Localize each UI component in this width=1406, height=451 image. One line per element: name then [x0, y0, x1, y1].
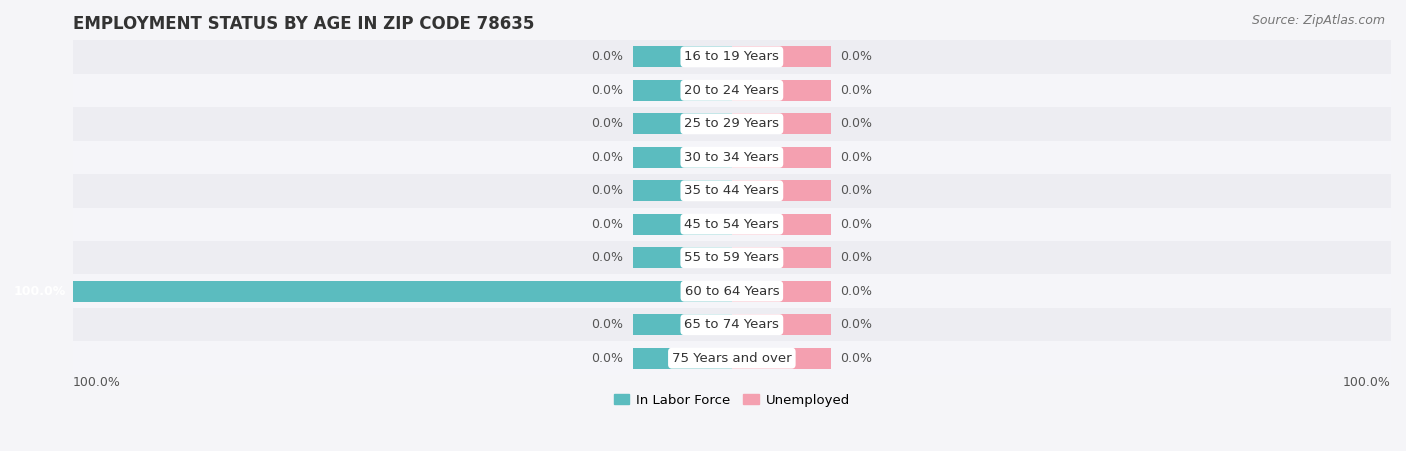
- Text: 0.0%: 0.0%: [591, 84, 623, 97]
- Bar: [73, 207, 1391, 241]
- Bar: [733, 281, 831, 302]
- Legend: In Labor Force, Unemployed: In Labor Force, Unemployed: [609, 388, 855, 412]
- Text: 0.0%: 0.0%: [841, 352, 873, 365]
- Bar: [733, 247, 831, 268]
- Text: 0.0%: 0.0%: [591, 218, 623, 231]
- Text: 0.0%: 0.0%: [841, 84, 873, 97]
- Bar: [73, 40, 1391, 74]
- Bar: [73, 74, 1391, 107]
- Text: 0.0%: 0.0%: [591, 251, 623, 264]
- Bar: [73, 341, 1391, 375]
- Bar: [733, 314, 831, 335]
- Text: 0.0%: 0.0%: [841, 151, 873, 164]
- Bar: [733, 180, 831, 201]
- Bar: [633, 80, 733, 101]
- Text: 30 to 34 Years: 30 to 34 Years: [685, 151, 779, 164]
- Text: 0.0%: 0.0%: [841, 318, 873, 331]
- Text: 0.0%: 0.0%: [591, 318, 623, 331]
- Bar: [633, 314, 733, 335]
- Text: 65 to 74 Years: 65 to 74 Years: [685, 318, 779, 331]
- Text: 100.0%: 100.0%: [14, 285, 66, 298]
- Text: 0.0%: 0.0%: [841, 285, 873, 298]
- Bar: [733, 114, 831, 134]
- Bar: [733, 348, 831, 368]
- Bar: [73, 107, 1391, 141]
- Bar: [633, 180, 733, 201]
- Text: 0.0%: 0.0%: [841, 184, 873, 197]
- Bar: [733, 46, 831, 67]
- Text: 0.0%: 0.0%: [841, 218, 873, 231]
- Bar: [73, 308, 1391, 341]
- Bar: [733, 80, 831, 101]
- Text: 0.0%: 0.0%: [591, 51, 623, 63]
- Bar: [73, 174, 1391, 207]
- Text: 75 Years and over: 75 Years and over: [672, 352, 792, 365]
- Text: EMPLOYMENT STATUS BY AGE IN ZIP CODE 78635: EMPLOYMENT STATUS BY AGE IN ZIP CODE 786…: [73, 15, 534, 33]
- Text: 60 to 64 Years: 60 to 64 Years: [685, 285, 779, 298]
- Text: 0.0%: 0.0%: [591, 151, 623, 164]
- Bar: [633, 114, 733, 134]
- Text: 0.0%: 0.0%: [841, 251, 873, 264]
- Text: 35 to 44 Years: 35 to 44 Years: [685, 184, 779, 197]
- Bar: [633, 214, 733, 235]
- Text: 0.0%: 0.0%: [841, 117, 873, 130]
- Bar: [73, 281, 733, 302]
- Text: 100.0%: 100.0%: [73, 376, 121, 389]
- Bar: [633, 147, 733, 168]
- Text: 0.0%: 0.0%: [591, 352, 623, 365]
- Text: 25 to 29 Years: 25 to 29 Years: [685, 117, 779, 130]
- Text: 45 to 54 Years: 45 to 54 Years: [685, 218, 779, 231]
- Text: 16 to 19 Years: 16 to 19 Years: [685, 51, 779, 63]
- Bar: [633, 247, 733, 268]
- Bar: [633, 348, 733, 368]
- Text: Source: ZipAtlas.com: Source: ZipAtlas.com: [1251, 14, 1385, 27]
- Text: 0.0%: 0.0%: [591, 117, 623, 130]
- Text: 100.0%: 100.0%: [1343, 376, 1391, 389]
- Bar: [73, 241, 1391, 275]
- Text: 55 to 59 Years: 55 to 59 Years: [685, 251, 779, 264]
- Bar: [73, 275, 1391, 308]
- Text: 20 to 24 Years: 20 to 24 Years: [685, 84, 779, 97]
- Text: 0.0%: 0.0%: [841, 51, 873, 63]
- Text: 0.0%: 0.0%: [591, 184, 623, 197]
- Bar: [73, 141, 1391, 174]
- Bar: [733, 214, 831, 235]
- Bar: [733, 147, 831, 168]
- Bar: [633, 46, 733, 67]
